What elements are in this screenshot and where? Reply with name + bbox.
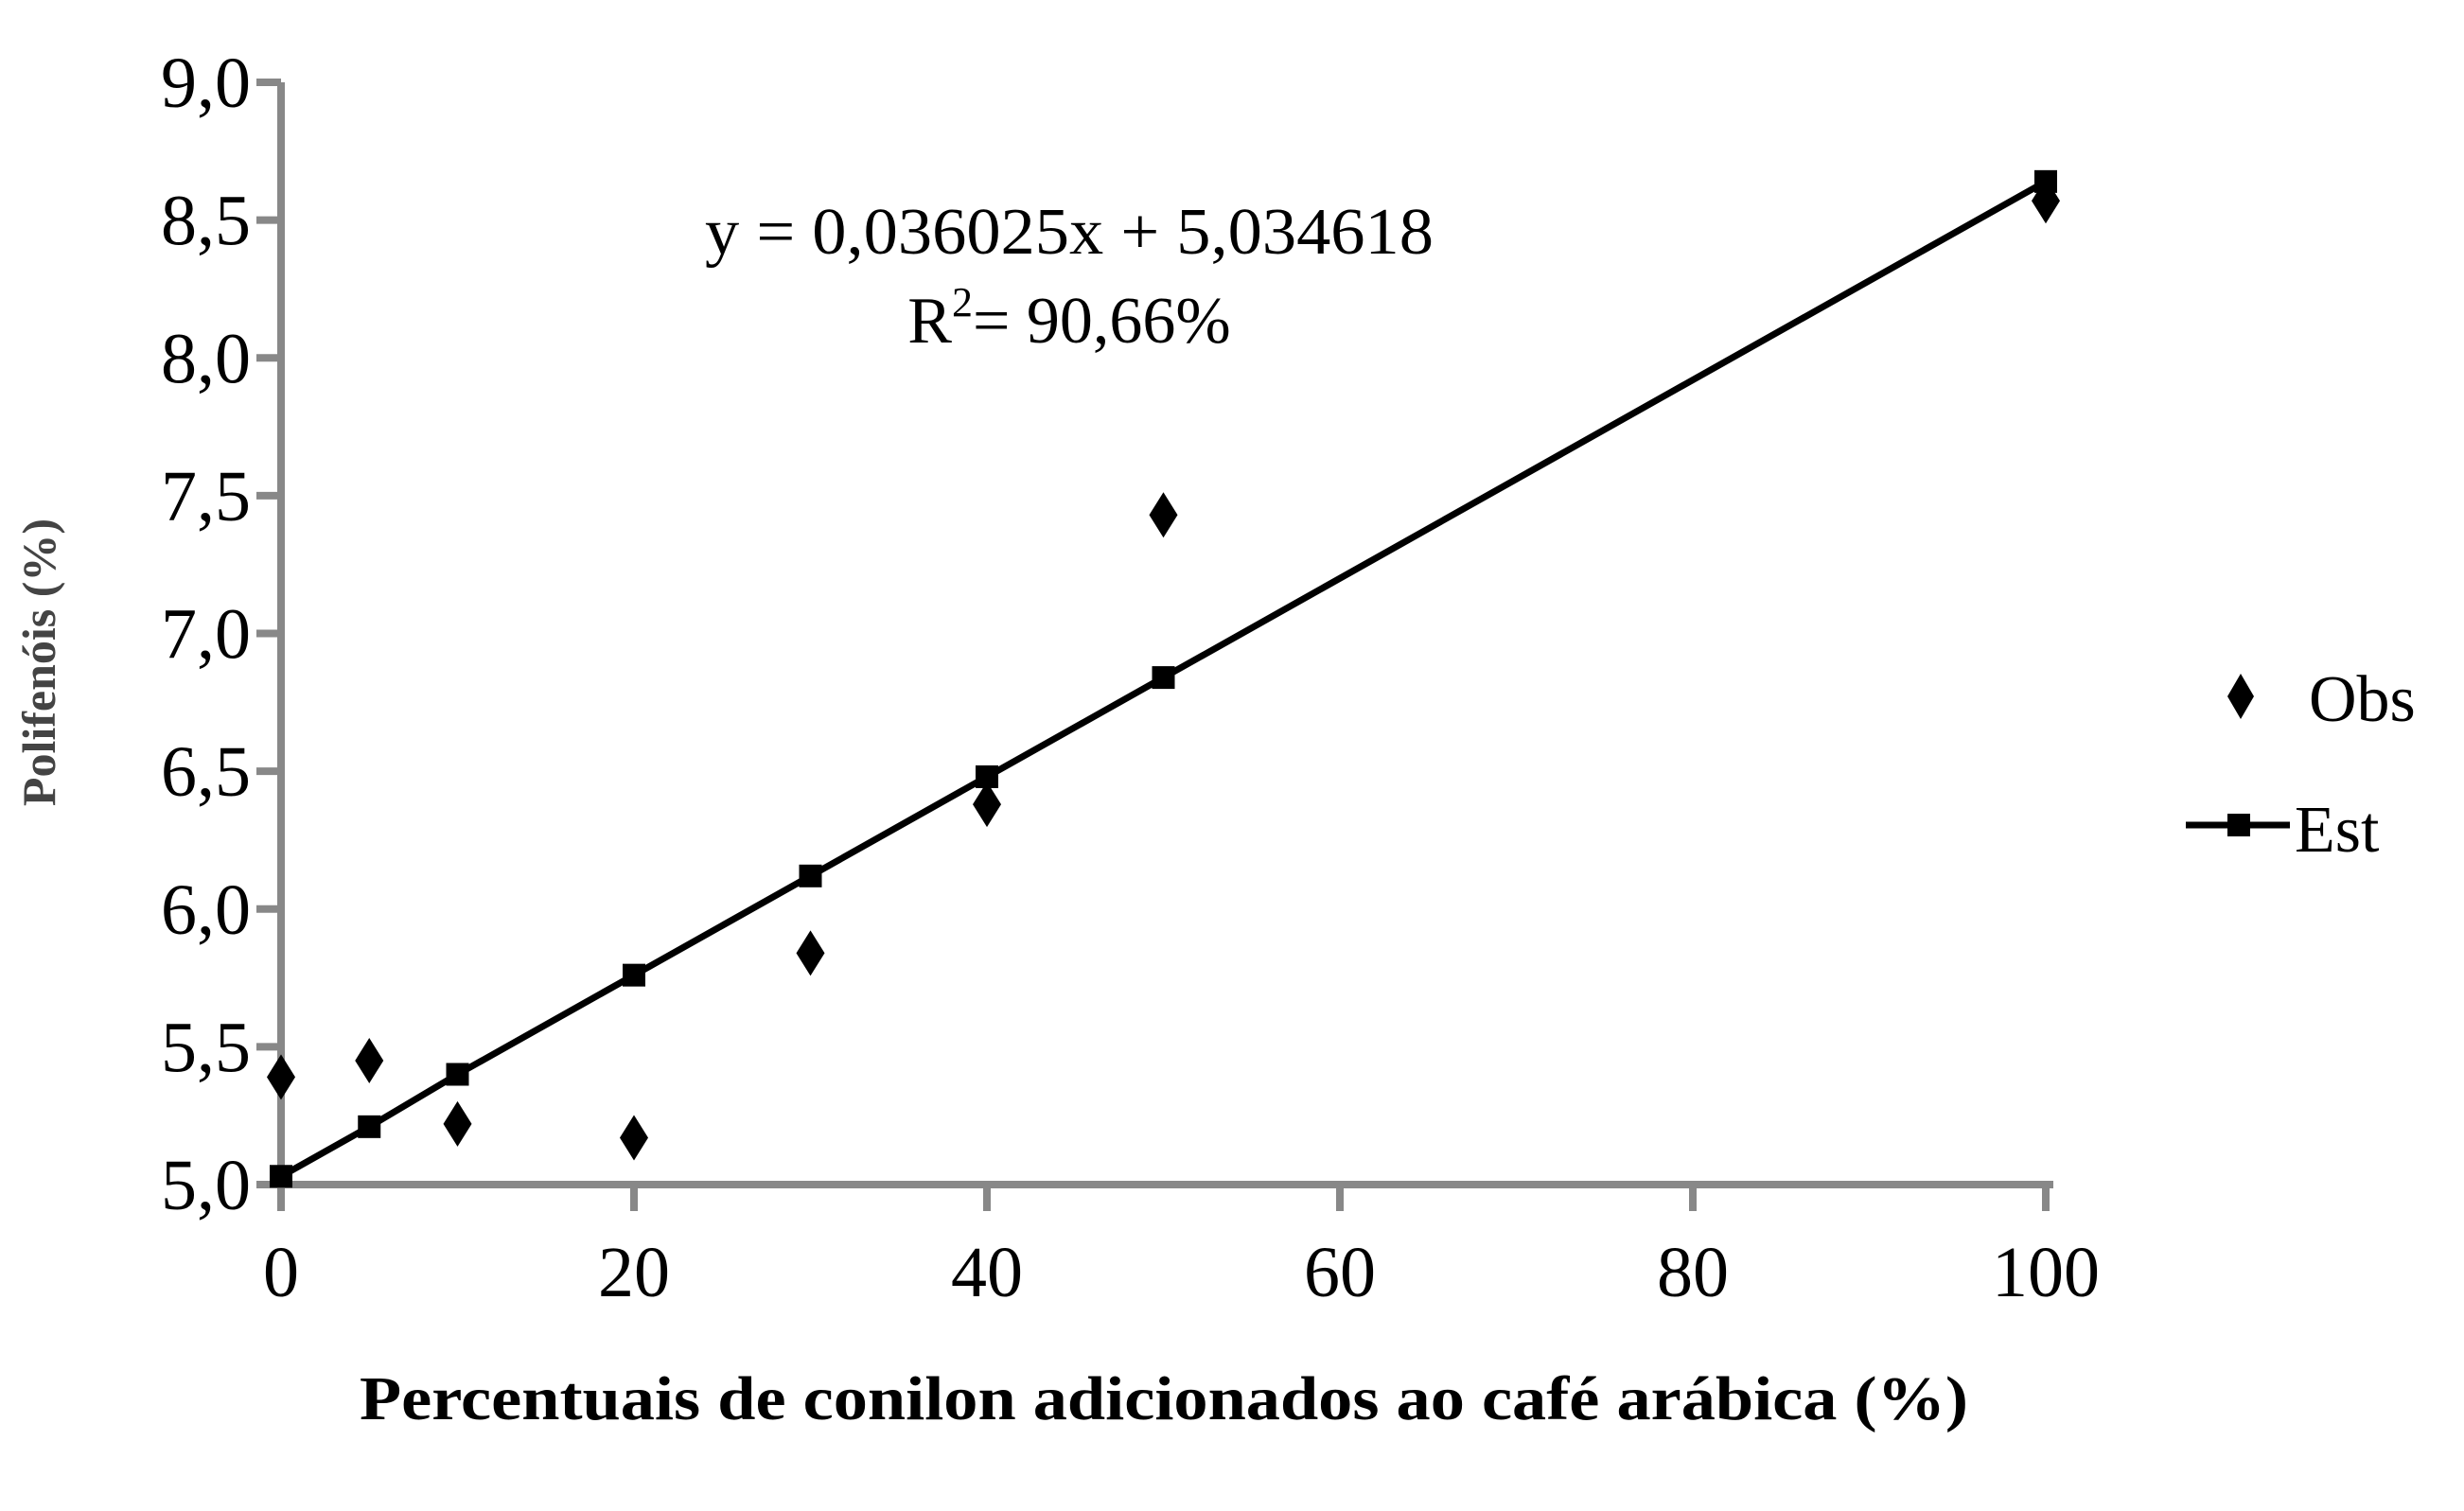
y-tick-label: 7,0 [161, 595, 251, 675]
obs-point [796, 930, 825, 976]
obs-point [443, 1100, 472, 1147]
est-series-line [279, 178, 2048, 1180]
regression-equation: y = 0,036025x + 5,034618 [705, 196, 1434, 269]
est-point [270, 1165, 292, 1188]
legend-obs-label: Obs [2309, 663, 2416, 736]
x-axis-label: Percentuais de conilon adicionados ao ca… [360, 1364, 1968, 1433]
obs-point [2032, 178, 2060, 224]
x-tick-label: 80 [1657, 1233, 1729, 1312]
x-tick-label: 100 [1992, 1233, 2100, 1312]
obs-point [973, 782, 1001, 828]
legend-est-label: Est [2295, 794, 2380, 867]
y-tick-label: 8,5 [161, 182, 251, 261]
legend-est-marker [2227, 814, 2250, 836]
est-point [358, 1115, 381, 1138]
y-tick-label: 6,0 [161, 870, 251, 950]
y-tick-label: 5,5 [161, 1008, 251, 1087]
axes [256, 79, 2053, 1211]
legend: Obs Est [2186, 663, 2416, 867]
y-tick-label: 9,0 [161, 44, 251, 123]
r2-value: = 90,66% [973, 285, 1231, 358]
obs-point [620, 1115, 648, 1161]
x-tick-label: 0 [263, 1233, 299, 1312]
y-axis-label: Polifenóis (%) [12, 518, 65, 806]
x-tick-label: 60 [1304, 1233, 1376, 1312]
est-point [799, 864, 822, 887]
x-tick-label: 20 [598, 1233, 670, 1312]
x-tick-labels: 0 20 40 60 80 100 [263, 1233, 2100, 1312]
y-tick-label: 7,5 [161, 457, 251, 536]
est-point [1152, 666, 1175, 690]
r-squared: R2= 90,66% [907, 279, 1231, 358]
x-tick-label: 40 [951, 1233, 1023, 1312]
obs-point [267, 1054, 295, 1100]
est-point [446, 1063, 469, 1086]
y-tick-label: 5,0 [161, 1146, 251, 1225]
obs-point [1149, 492, 1178, 538]
y-tick-label: 8,0 [161, 319, 251, 398]
est-point [623, 963, 645, 987]
r2-prefix: R [907, 285, 952, 358]
obs-point [355, 1037, 384, 1083]
y-tick-label: 6,5 [161, 732, 251, 812]
y-tick-labels: 5,0 5,5 6,0 6,5 7,0 7,5 8,0 8,5 9,0 [161, 44, 251, 1225]
legend-obs-marker [2227, 674, 2254, 719]
data-marks [267, 169, 2060, 1188]
r2-superscript: 2 [952, 279, 973, 325]
